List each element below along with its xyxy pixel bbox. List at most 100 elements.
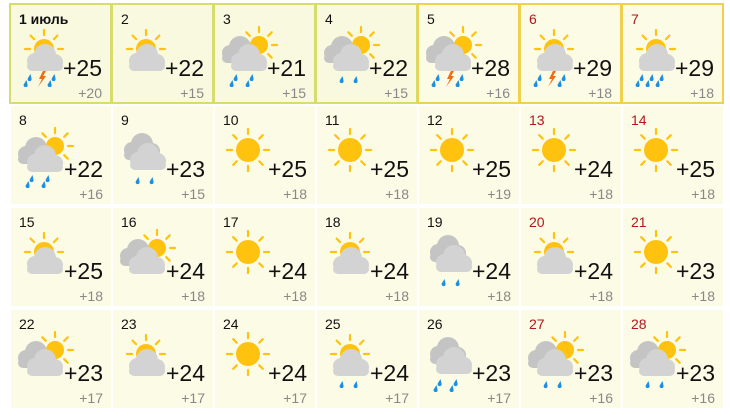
sun-icon — [633, 127, 679, 173]
weather-sun-cloud-rain-thunder-icon — [23, 28, 65, 87]
day-date: 18 — [325, 214, 341, 230]
day-cell[interactable]: 3 +21 +15 — [213, 3, 316, 104]
lightning-icon — [38, 71, 46, 87]
day-cell[interactable]: 28 +23 +16 — [623, 310, 723, 408]
night-min-temp: +18 — [385, 288, 409, 304]
day-cell[interactable]: 5 +28 +16 — [417, 3, 520, 104]
day-date: 13 — [529, 112, 545, 128]
day-cell[interactable]: 14 +25 +18 — [623, 106, 723, 204]
day-cell[interactable]: 23 +24 +17 — [113, 310, 213, 408]
weather-sun-icon — [327, 127, 373, 173]
day-date: 8 — [19, 112, 27, 128]
sun-icon — [225, 229, 271, 275]
day-max-temp: +24 — [267, 258, 307, 284]
day-max-temp: +21 — [266, 55, 306, 81]
day-cell[interactable]: 13 +24 +18 — [521, 106, 621, 204]
sun-icon — [225, 331, 271, 377]
day-cell[interactable]: 12 +25 +19 — [419, 106, 519, 204]
cloud-icon — [333, 349, 369, 376]
rain-icon — [23, 74, 56, 87]
day-max-temp: +25 — [471, 156, 511, 182]
day-max-temp: +25 — [267, 156, 307, 182]
day-cell[interactable]: 16 +24 +18 — [113, 208, 213, 306]
day-date: 14 — [631, 112, 647, 128]
day-cell[interactable]: 22 +23 +17 — [11, 310, 111, 408]
day-cell[interactable]: 6 +29 +18 — [519, 3, 622, 104]
day-date: 27 — [529, 316, 545, 332]
cloud-icon — [129, 349, 165, 376]
day-cell[interactable]: 19 +24 +18 — [419, 208, 519, 306]
weather-clouds-rain-icon — [124, 133, 166, 185]
rain-icon — [431, 74, 464, 87]
day-date: 12 — [427, 112, 443, 128]
day-cell[interactable]: 24 +24 +17 — [215, 310, 315, 408]
day-date: 11 — [325, 112, 340, 128]
night-min-temp: +18 — [589, 288, 613, 304]
night-min-temp: +18 — [385, 186, 409, 202]
sun-icon — [633, 229, 679, 275]
day-date: 21 — [631, 214, 647, 230]
day-max-temp: +23 — [471, 360, 511, 386]
day-cell[interactable]: 7 +29 +18 — [621, 3, 724, 104]
day-cell[interactable]: 27 +23 +16 — [521, 310, 621, 408]
cloud-icon — [435, 44, 471, 71]
day-max-temp: +28 — [470, 55, 510, 81]
day-cell[interactable]: 17 +24 +18 — [215, 208, 315, 306]
cloud-icon — [333, 44, 369, 71]
day-cell[interactable]: 8 +22 +16 — [11, 106, 111, 204]
weather-sun-clouds-rain-icon — [222, 25, 279, 87]
cloud-icon — [639, 44, 675, 71]
day-max-temp: +24 — [471, 258, 511, 284]
day-max-temp: +23 — [165, 156, 205, 182]
day-date: 23 — [121, 316, 137, 332]
cloud-icon — [130, 143, 166, 170]
day-max-temp: +23 — [573, 360, 613, 386]
cloud-icon — [436, 347, 472, 374]
day-max-temp: +24 — [573, 156, 613, 182]
day-date: 2 — [121, 11, 129, 27]
night-min-temp: +18 — [181, 288, 205, 304]
night-min-temp: +18 — [487, 288, 511, 304]
night-min-temp: +18 — [691, 186, 715, 202]
rain-icon — [339, 76, 358, 84]
night-min-temp: +16 — [691, 390, 715, 406]
weather-sun-icon — [429, 127, 475, 173]
day-cell[interactable]: 15 +25 +18 — [11, 208, 111, 306]
day-max-temp: +24 — [165, 258, 205, 284]
day-cell[interactable]: 11 +25 +18 — [317, 106, 417, 204]
day-max-temp: +22 — [63, 156, 103, 182]
cloud-icon — [333, 247, 369, 274]
day-date: 24 — [223, 316, 239, 332]
day-cell[interactable]: 10 +25 +18 — [215, 106, 315, 204]
weather-sun-icon — [633, 127, 679, 173]
night-min-temp: +18 — [690, 85, 714, 101]
day-cell[interactable]: 1 июль +25 +20 — [9, 3, 112, 104]
lightning-icon — [548, 71, 556, 87]
cloud-icon — [436, 245, 472, 272]
rain-icon — [135, 177, 154, 185]
night-min-temp: +15 — [384, 85, 408, 101]
weather-sun-icon — [225, 127, 271, 173]
rain-icon — [229, 74, 254, 87]
weather-clouds-rain-icon — [430, 337, 472, 392]
day-cell[interactable]: 2 +22 +15 — [111, 3, 214, 104]
night-min-temp: +17 — [181, 390, 205, 406]
day-cell[interactable]: 25 +24 +17 — [317, 310, 417, 408]
day-cell[interactable]: 20 +24 +18 — [521, 208, 621, 306]
day-max-temp: +23 — [63, 360, 103, 386]
day-date: 6 — [529, 11, 537, 27]
weather-sun-cloud-icon — [23, 231, 65, 274]
night-min-temp: +15 — [282, 85, 306, 101]
day-cell[interactable]: 4 +22 +15 — [315, 3, 418, 104]
cloud-icon — [27, 145, 63, 172]
weather-clouds-rain-icon — [430, 235, 472, 287]
day-cell[interactable]: 18 +24 +18 — [317, 208, 417, 306]
weather-sun-clouds-rain-icon — [630, 330, 687, 389]
day-max-temp: +22 — [164, 55, 204, 81]
night-min-temp: +17 — [283, 390, 307, 406]
day-cell[interactable]: 9 +23 +15 — [113, 106, 213, 204]
night-min-temp: +17 — [79, 390, 103, 406]
day-cell[interactable]: 26 +23 +17 — [419, 310, 519, 408]
day-cell[interactable]: 21 +23 +18 — [623, 208, 723, 306]
